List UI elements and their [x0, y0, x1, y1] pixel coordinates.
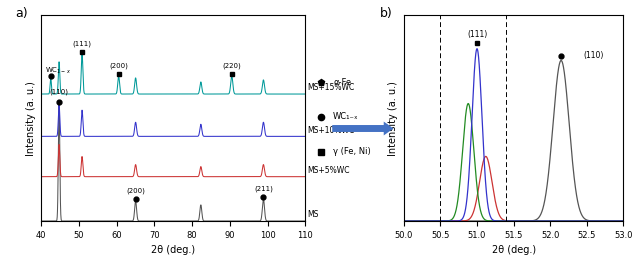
Text: WC₁₋ₓ: WC₁₋ₓ [333, 112, 359, 122]
Text: (111): (111) [73, 41, 92, 47]
Text: MS+5%WC: MS+5%WC [307, 166, 350, 175]
Text: (211): (211) [254, 186, 273, 192]
Text: γ (Fe, Ni): γ (Fe, Ni) [333, 147, 371, 156]
Text: WC$_{1-x}$: WC$_{1-x}$ [45, 66, 71, 76]
Text: b): b) [380, 7, 393, 20]
Text: (110): (110) [583, 51, 604, 60]
Text: MS+10%WC: MS+10%WC [307, 126, 354, 135]
Text: MS+15%WC: MS+15%WC [307, 84, 354, 93]
Text: (220): (220) [223, 63, 241, 69]
Text: α-Fe: α-Fe [333, 78, 351, 87]
Y-axis label: Intensity (a. u.): Intensity (a. u.) [26, 81, 36, 156]
Text: (111): (111) [467, 30, 487, 39]
Text: MS: MS [307, 210, 319, 219]
Y-axis label: Intensity (a. u.): Intensity (a. u.) [389, 81, 398, 156]
Text: (200): (200) [126, 188, 145, 194]
Text: (200): (200) [109, 63, 128, 69]
Text: a): a) [15, 7, 28, 20]
Text: (110): (110) [50, 89, 69, 95]
X-axis label: 2θ (deg.): 2θ (deg.) [492, 245, 536, 255]
X-axis label: 2θ (deg.): 2θ (deg.) [151, 245, 195, 255]
